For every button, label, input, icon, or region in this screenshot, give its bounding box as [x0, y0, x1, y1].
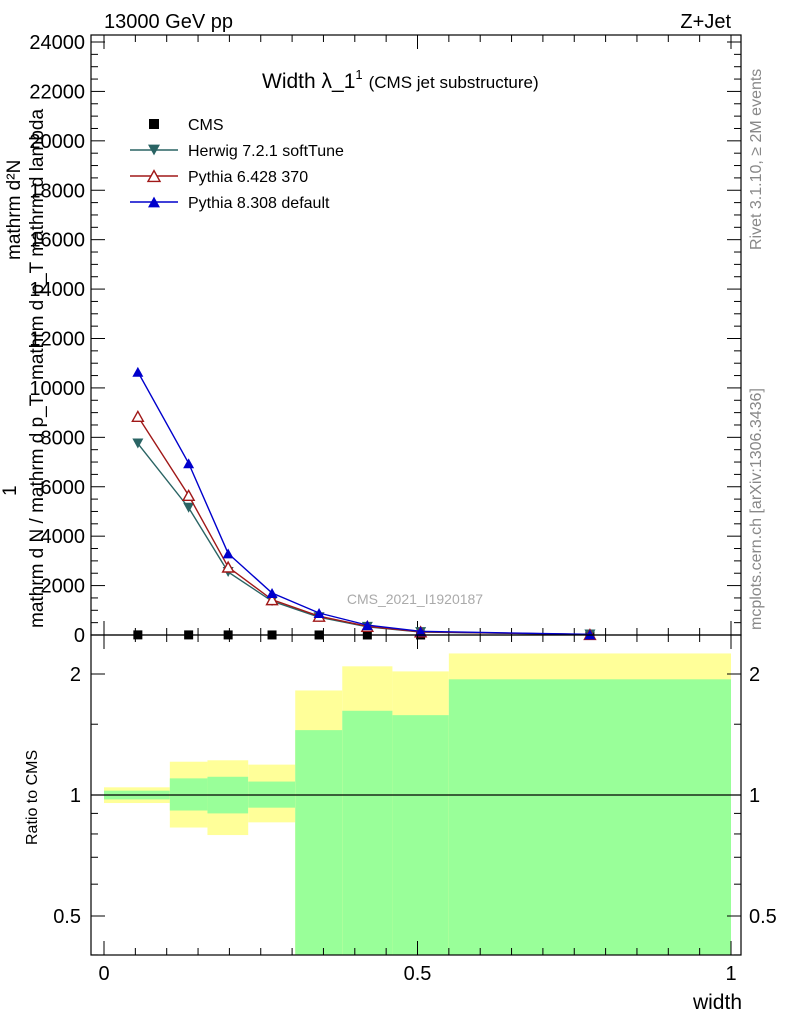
y-tick-label: 22000 — [29, 81, 85, 103]
ratio-y-tick-label-right: 0.5 — [749, 906, 777, 928]
main-ylabel: mathrm d²N mathrm d p_T mathrm d lambda … — [0, 109, 48, 628]
legend-label-1: Herwig 7.2.1 softTune — [188, 143, 344, 160]
legend: CMS Herwig 7.2.1 softTune Pythia 6.428 370… — [130, 117, 344, 212]
analysis-id: CMS_2021_I1920187 — [347, 591, 483, 607]
ylabel-frac-den: mathrm d N / mathrm d p_T — [27, 394, 48, 628]
data-point-3-1 — [183, 458, 195, 469]
data-point-3-2 — [222, 548, 234, 559]
ratio-ylabel: Ratio to CMS — [24, 750, 41, 845]
ratio-y-tick-label: 0.5 — [53, 906, 81, 928]
main-plot: 0 2000 4000 6000 8000 10000 12000 14000 16000 180… — [29, 32, 741, 647]
data-point-3-7 — [584, 629, 596, 640]
y-tick-label: 2000 — [41, 576, 86, 598]
data-point-3-3 — [266, 588, 278, 598]
ratio-bands — [104, 653, 731, 955]
x-axis-label: width — [692, 991, 742, 1014]
y-tick-label: 0 — [74, 625, 85, 647]
data-point-1-0 — [132, 438, 144, 449]
ratio-y-tick-label-right: 2 — [749, 664, 760, 686]
x-tick-label: 0 — [98, 963, 109, 985]
ylabel-top-num: mathrm d²N — [4, 160, 25, 260]
y-tick-label: 12000 — [29, 329, 85, 351]
y-tick-label: 10000 — [29, 378, 85, 400]
mcplots-label: mcplots.cern.ch [arXiv:1306.3436] — [748, 388, 765, 630]
data-point-3-5 — [361, 620, 373, 631]
series-line-3 — [137, 371, 590, 636]
ratio-plot: 0 0.5 1 0.5 0.5 1 1 2 2 — [53, 635, 777, 985]
data-point-3-6 — [415, 626, 427, 637]
data-point-2-2 — [221, 560, 235, 573]
ylabel-frac-one: 1 — [0, 485, 21, 496]
legend-label-0: CMS — [188, 117, 224, 134]
data-point-2-3 — [265, 593, 279, 606]
rivet-label: Rivet 3.1.10, ≥ 2M events — [748, 69, 765, 250]
legend-marker-3 — [148, 196, 160, 208]
data-point-2-0 — [131, 409, 145, 422]
y-tick-label: 16000 — [29, 230, 85, 252]
y-tick-label: 20000 — [29, 131, 85, 153]
legend-label-3: Pythia 8.308 default — [188, 195, 330, 212]
data-point-3-0 — [132, 366, 144, 377]
ratio-frame — [90, 634, 742, 956]
chart-title: Width λ_11 (CMS jet substructure) — [262, 67, 539, 93]
ratio-y-tick-label-right: 1 — [749, 785, 760, 807]
legend-marker-2 — [146, 169, 162, 183]
green-band-5 — [342, 710, 393, 955]
ratio-y-tick-label: 1 — [70, 785, 81, 807]
green-band-7 — [448, 679, 731, 955]
ratio-y-tick-label: 2 — [70, 664, 81, 686]
y-tick-label: 4000 — [41, 526, 86, 548]
data-point-1-1 — [183, 502, 195, 513]
legend-marker-0 — [149, 119, 159, 129]
legend-marker-1 — [148, 144, 160, 156]
y-tick-label: 18000 — [29, 180, 85, 202]
energy-label: 13000 GeV pp — [104, 11, 233, 33]
x-tick-label: 0.5 — [404, 963, 432, 985]
chart-title-sub: (CMS jet substructure) — [369, 73, 539, 92]
legend-label-2: Pythia 6.428 370 — [188, 169, 308, 186]
y-tick-label: 14000 — [29, 279, 85, 301]
y-tick-label: 24000 — [29, 32, 85, 54]
green-band-6 — [392, 715, 449, 955]
data-point-2-1 — [181, 489, 196, 502]
data-point-3-4 — [313, 608, 325, 618]
chart-title-main: Width λ_1 — [262, 70, 355, 93]
x-tick-label: 1 — [725, 963, 736, 985]
green-band-4 — [295, 730, 343, 955]
y-tick-label: 6000 — [41, 477, 86, 499]
ylabel-top-den: mathrm d p_T mathrm d lambda — [27, 109, 48, 380]
y-tick-label: 8000 — [41, 427, 86, 449]
process-label: Z+Jet — [680, 11, 731, 33]
chart-title-sup: 1 — [355, 67, 362, 82]
